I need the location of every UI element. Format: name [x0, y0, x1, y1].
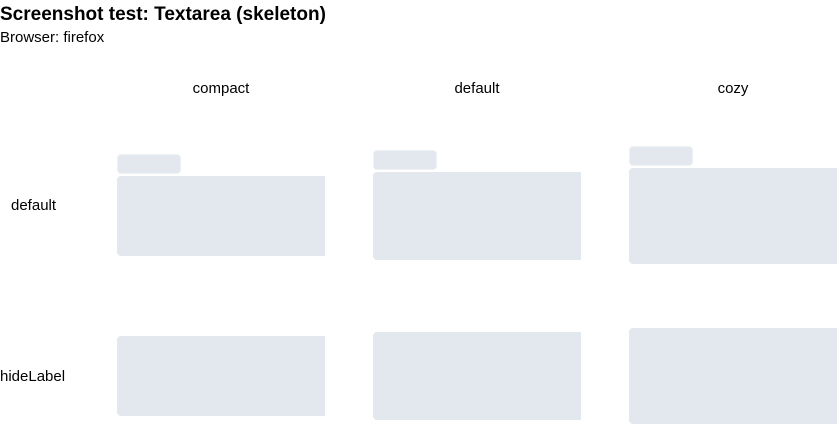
column-header-default: default: [454, 80, 500, 97]
column-header-cozy: cozy: [717, 80, 749, 97]
skeleton-textarea-cozy: [629, 168, 837, 264]
row-header-default: default: [11, 197, 57, 214]
skeleton-label-cozy: [629, 146, 693, 166]
skeleton-textarea-hidelabel-compact: [117, 336, 325, 416]
browser-label: Browser: firefox: [0, 29, 105, 46]
skeleton-textarea-hidelabel-default: [373, 332, 581, 420]
skeleton-textarea-default: [373, 172, 581, 260]
skeleton-textarea-compact: [117, 176, 325, 256]
skeleton-label-default: [373, 150, 437, 170]
page-title: Screenshot test: Textarea (skeleton): [0, 4, 326, 25]
skeleton-textarea-hidelabel-cozy: [629, 328, 837, 424]
row-header-hidelabel: hideLabel: [0, 368, 66, 385]
column-header-compact: compact: [192, 80, 250, 97]
skeleton-label-compact: [117, 154, 181, 174]
